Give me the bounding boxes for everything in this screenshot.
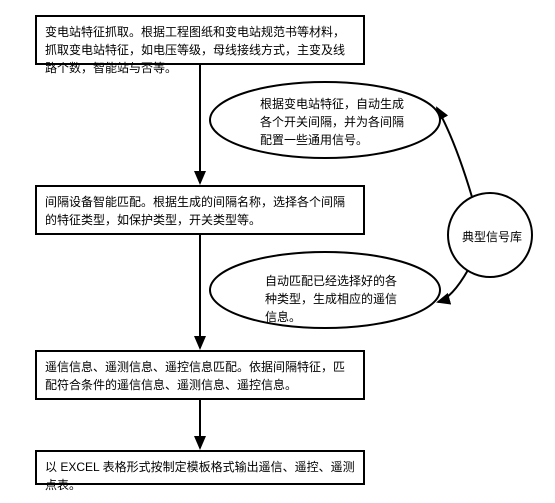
process-ellipse-1-text: 根据变电站特征，自动生成各个开关间隔，并为各间隔配置一些通用信号。 (260, 95, 410, 149)
flow-node-2-text: 间隔设备智能匹配。根据生成的间隔名称，选择各个间隔的特征类型，如保护类型，开关类… (45, 195, 345, 227)
flow-node-2: 间隔设备智能匹配。根据生成的间隔名称，选择各个间隔的特征类型，如保护类型，开关类… (35, 185, 365, 235)
flow-node-4: 以 EXCEL 表格形式按制定模板格式输出遥信、遥控、遥测点表。 (35, 450, 365, 485)
arrow-1 (0, 0, 555, 503)
library-circle-text: 典型信号库 (462, 228, 522, 246)
flow-node-3-text: 遥信信息、遥测信息、遥控信息匹配。依据间隔特征，匹配符合条件的遥信信息、遥测信息… (45, 360, 345, 392)
flow-node-3: 遥信信息、遥测信息、遥控信息匹配。依据间隔特征，匹配符合条件的遥信信息、遥测信息… (35, 350, 365, 400)
process-ellipse-2-text: 自动匹配已经选择好的各种类型，生成相应的遥信信息。 (265, 272, 405, 326)
